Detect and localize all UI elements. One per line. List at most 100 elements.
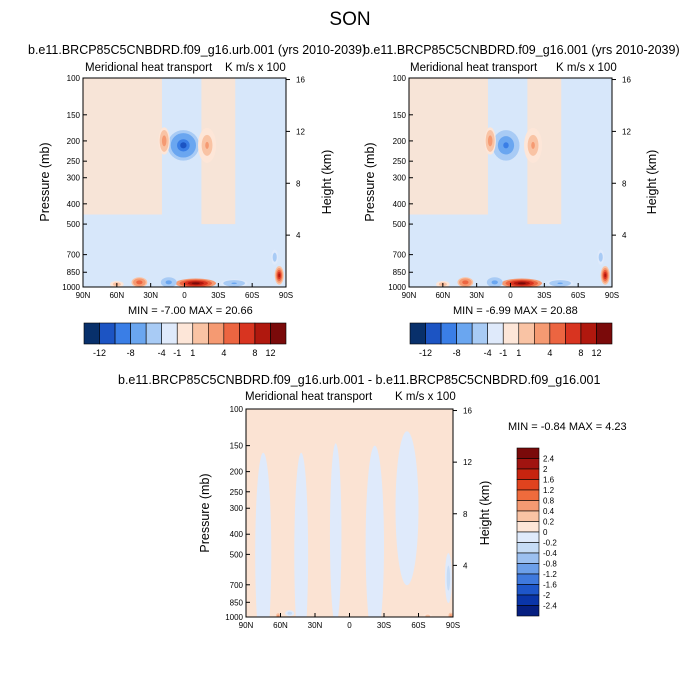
right-ytick-label-4: 300 xyxy=(393,174,407,183)
figure-title: SON xyxy=(329,9,371,30)
left-colorbar-label-2: -4 xyxy=(158,348,166,358)
left-colorbar-box-6 xyxy=(176,322,194,345)
diff-ytick-label-6: 500 xyxy=(230,550,244,559)
diff-colorbar-box-14 xyxy=(516,594,540,606)
left-blob-7-level-4 xyxy=(231,282,237,285)
diff-colorbar-label-9: -0.4 xyxy=(543,549,557,558)
left-colorbar-label-5: 4 xyxy=(221,348,226,358)
right-colorbar-box-5 xyxy=(487,322,504,345)
right-ytick-label-0: 100 xyxy=(393,74,407,83)
right-colorbar-label-1: -8 xyxy=(453,348,461,358)
diff-blob-6-level-1 xyxy=(287,611,293,615)
diff-plot: 90N 60N 30N 0 30S 60S 90S 100 150 200 250 300 400 500… xyxy=(225,405,472,630)
right-blob-3-level-4 xyxy=(517,282,526,285)
diff-ytick-label-7: 700 xyxy=(230,581,244,590)
left-blob-5-level-4 xyxy=(137,281,141,284)
left-colorbar-box-1 xyxy=(99,322,116,345)
left-colorbar-box-5 xyxy=(161,322,178,345)
right-panel-variable-label: Meridional heat transport xyxy=(410,62,538,74)
diff-colorbar-label-5: 0.4 xyxy=(543,507,555,516)
right-colorbar-box-4 xyxy=(471,322,488,345)
right-colorbar-box-10 xyxy=(565,322,582,345)
right-ytick-label-2: 200 xyxy=(393,137,407,146)
right-colorbar-box-0 xyxy=(409,322,426,345)
left-colorbar-label-0: -12 xyxy=(93,348,106,358)
diff-xtick-label-6: 90S xyxy=(446,621,460,630)
left-blob-1-level-4 xyxy=(163,138,166,144)
right-ytick-label-3: 250 xyxy=(393,157,407,166)
diff-colorbar-box-11 xyxy=(516,563,540,575)
right-colorbar-label-7: 12 xyxy=(591,348,601,358)
diff-background xyxy=(246,409,453,617)
diff-colorbar-label-4: 0.8 xyxy=(543,497,555,506)
diff-blob-3-level-1 xyxy=(370,495,380,595)
right-xtick-label-2: 30N xyxy=(469,291,484,300)
diff-colorbar-box-8 xyxy=(516,531,540,543)
left-colorbar-label-6: 8 xyxy=(252,348,257,358)
right-blob-9-level-4 xyxy=(600,255,602,259)
left-ytick-label-5: 400 xyxy=(67,200,81,209)
diff-colorbar-box-1 xyxy=(516,458,540,470)
left-colorbar-label-7: 12 xyxy=(265,348,275,358)
diff-colorbar-label-3: 1.2 xyxy=(543,486,555,495)
right-ytick-label-9: 1000 xyxy=(388,283,406,292)
right-htick-label-1: 12 xyxy=(622,127,631,136)
left-colorbar-box-7 xyxy=(192,322,209,345)
right-ytick-label-5: 400 xyxy=(393,200,407,209)
left-plot: 90N 60N 30N 0 30S 60S 90S 100 150 200 250 300 400 500… xyxy=(62,74,305,300)
left-colorbar-box-11 xyxy=(254,322,271,345)
diff-colorbar-box-2 xyxy=(516,468,540,480)
diff-ytick-label-3: 250 xyxy=(230,488,244,497)
right-colorbar-box-8 xyxy=(534,322,551,345)
left-xtick-label-2: 30N xyxy=(143,291,158,300)
right-blob-2-level-4 xyxy=(531,141,535,149)
diff-colorbar-label-6: 0.2 xyxy=(543,518,555,527)
diff-panel-variable-label: Meridional heat transport xyxy=(245,391,373,403)
right-colorbar-box-6 xyxy=(502,322,520,345)
left-colorbar-box-9 xyxy=(223,322,240,345)
left-blob-8-level-4 xyxy=(278,273,281,278)
diff-xtick-label-1: 60N xyxy=(273,621,288,630)
right-colorbar-label-5: 4 xyxy=(547,348,552,358)
left-ytick-label-9: 1000 xyxy=(62,283,80,292)
diff-panel-ylabel-right: Height (km) xyxy=(478,480,492,546)
left-ytick-label-6: 500 xyxy=(67,220,81,229)
diff-blob-1-level-1 xyxy=(297,503,305,606)
diff-colorbar-box-13 xyxy=(516,584,540,596)
diff-colorbar-label-1: 2 xyxy=(543,465,548,474)
diff-colorbar-label-0: 2.4 xyxy=(543,455,555,464)
diff-xtick-label-5: 60S xyxy=(411,621,425,630)
diff-ytick-label-8: 850 xyxy=(230,598,244,607)
right-colorbar-box-1 xyxy=(425,322,442,345)
left-xtick-label-3: 0 xyxy=(182,291,187,300)
left-ytick-label-0: 100 xyxy=(67,74,81,83)
right-colorbar-box-2 xyxy=(440,322,457,345)
right-panel-ylabel-right: Height (km) xyxy=(645,149,659,215)
diff-colorbar-label-11: -1.2 xyxy=(543,570,557,579)
right-blob-7-level-4 xyxy=(557,282,563,285)
right-colorbar-label-6: 8 xyxy=(578,348,583,358)
right-colorbar-label-2: -4 xyxy=(484,348,492,358)
diff-colorbar-label-8: -0.2 xyxy=(543,539,557,548)
diff-blob-9-level-1 xyxy=(449,614,452,617)
left-colorbar-box-2 xyxy=(114,322,131,345)
left-panel-min-max: MIN = -7.00 MAX = 20.66 xyxy=(128,305,253,317)
right-blob-0-level-4 xyxy=(503,142,509,149)
diff-colorbar-label-7: 0 xyxy=(543,528,548,537)
left-xtick-label-0: 90N xyxy=(76,291,91,300)
diff-ytick-label-2: 200 xyxy=(230,468,244,477)
right-colorbar-box-9 xyxy=(549,322,566,345)
diff-htick-label-2: 8 xyxy=(463,510,468,519)
right-xtick-label-6: 90S xyxy=(605,291,619,300)
left-ytick-label-2: 200 xyxy=(67,137,81,146)
left-htick-label-2: 8 xyxy=(296,179,301,188)
left-blob-2-level-4 xyxy=(205,141,209,149)
right-colorbar: -12 -8 -4 -1 1 4 8 12 xyxy=(409,322,613,358)
diff-blob-8-level-1 xyxy=(446,565,451,591)
left-colorbar-label-4: 1 xyxy=(190,348,195,358)
right-htick-label-2: 8 xyxy=(622,179,627,188)
diff-colorbar-box-0 xyxy=(516,447,540,459)
right-htick-label-0: 16 xyxy=(622,76,631,85)
right-panel-ylabel: Pressure (mb) xyxy=(363,142,377,222)
